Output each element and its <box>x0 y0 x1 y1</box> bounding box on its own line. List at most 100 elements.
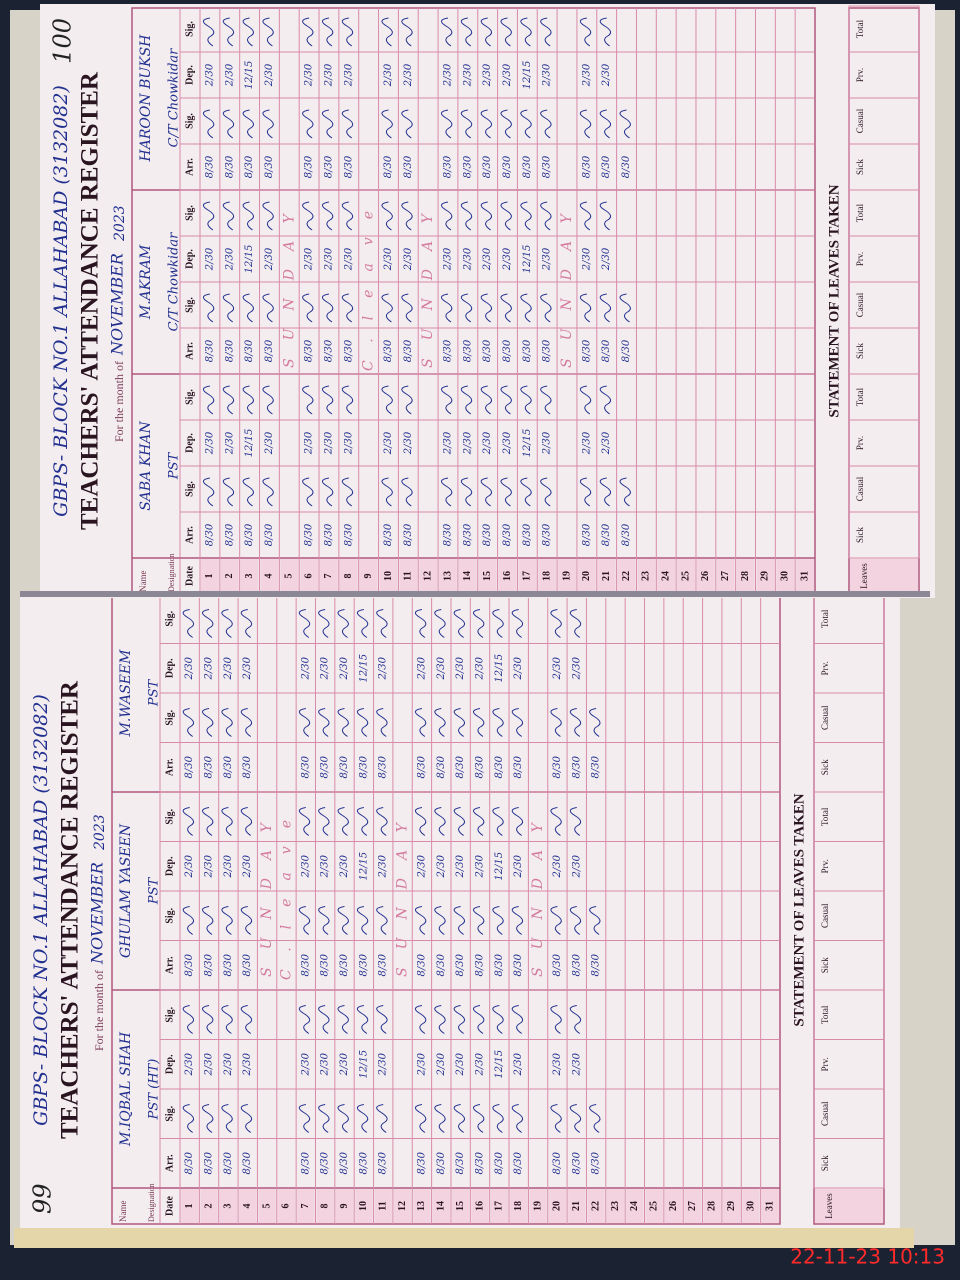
date-cell <box>320 559 338 593</box>
signature <box>511 906 524 935</box>
arrival-time: 8/30 <box>358 1151 369 1174</box>
departure-time: 2/30 <box>204 1052 215 1076</box>
date: 9 <box>339 1204 350 1209</box>
arrival-time: 8/30 <box>591 755 602 778</box>
departure-time: 2/30 <box>224 63 235 87</box>
signature <box>434 1005 446 1034</box>
date-cell <box>240 559 259 593</box>
signature <box>262 293 274 323</box>
signature <box>298 708 311 737</box>
signature <box>302 201 314 231</box>
signature <box>182 1104 195 1133</box>
signature <box>579 109 592 139</box>
arrival-time: 8/30 <box>436 953 447 976</box>
date-cell <box>645 1189 663 1223</box>
date: 30 <box>780 571 791 581</box>
departure-time: 2/30 <box>571 656 582 680</box>
year: 2023 <box>112 205 128 242</box>
date: 3 <box>223 1204 234 1209</box>
departure-time: 2/30 <box>339 656 350 680</box>
arrival-time: 8/30 <box>343 339 354 362</box>
arrival-time: 8/30 <box>242 755 253 778</box>
arrival-time: 8/30 <box>242 1151 253 1174</box>
signature <box>520 109 532 139</box>
arrival-time: 8/30 <box>383 523 394 546</box>
page-edges <box>14 1228 914 1248</box>
date: 22 <box>590 1201 601 1211</box>
signature <box>511 609 524 638</box>
signature <box>453 1104 466 1133</box>
date-cell <box>548 1189 567 1223</box>
teacher-name: M.WASEEM <box>118 649 134 738</box>
departure-time: 2/30 <box>502 431 513 455</box>
date-cell <box>399 559 418 593</box>
arrival-time: 8/30 <box>343 523 354 546</box>
departure-time: 2/30 <box>601 431 612 455</box>
signature <box>262 201 274 231</box>
date: 16 <box>474 1201 485 1211</box>
arrival-time: 8/30 <box>339 1151 350 1174</box>
signature <box>480 293 493 323</box>
departure-time: 2/30 <box>323 431 334 455</box>
signature <box>511 807 524 836</box>
date-cell <box>529 1189 547 1223</box>
arrival-time: 8/30 <box>383 339 394 362</box>
leave-column: Casual <box>820 705 830 730</box>
departure-time: 2/30 <box>482 431 493 455</box>
date: 30 <box>745 1201 756 1211</box>
date-cell <box>606 1189 625 1223</box>
departure-time: 12/15 <box>522 429 533 458</box>
signature <box>500 109 512 139</box>
departure-time: 2/30 <box>320 656 331 680</box>
leave-column: Prv. <box>820 859 830 873</box>
signature <box>202 385 215 415</box>
signature <box>262 17 274 47</box>
row-note: SUNDAY <box>559 196 575 368</box>
column-header: Arr. <box>164 956 175 974</box>
arrival-time: 8/30 <box>502 523 513 546</box>
date: 2 <box>224 574 235 579</box>
departure-time: 2/30 <box>343 63 354 87</box>
arrival-time: 8/30 <box>300 1151 311 1174</box>
signature <box>318 1104 330 1133</box>
departure-time: 2/30 <box>513 656 524 680</box>
date-cell <box>538 559 557 593</box>
row-note: C.leave <box>361 193 377 371</box>
column-header: Dep. <box>164 658 175 678</box>
departure-time: 2/30 <box>323 63 334 87</box>
leaves-label-cell <box>815 1189 883 1223</box>
leave-column: Casual <box>855 108 865 133</box>
signature <box>401 109 413 139</box>
signature <box>262 109 274 139</box>
departure-time: 2/30 <box>502 247 513 271</box>
signature <box>356 708 369 737</box>
teacher-designation: C/T Chowkidar <box>167 48 182 148</box>
departure-time: 2/30 <box>403 247 414 271</box>
date: 1 <box>204 574 215 579</box>
date-cell <box>568 1189 586 1223</box>
departure-time: 2/30 <box>323 247 334 271</box>
arrival-time: 8/30 <box>442 339 453 362</box>
signature <box>240 708 253 737</box>
date-cell <box>181 1189 199 1223</box>
page-number: 100 <box>49 18 77 64</box>
departure-time: 2/30 <box>482 247 493 271</box>
date: 23 <box>641 571 652 581</box>
signature <box>599 109 612 139</box>
leaves-label: Leaves <box>824 1193 834 1219</box>
signature <box>242 293 254 323</box>
date: 28 <box>707 1201 718 1211</box>
departure-time: 2/30 <box>184 1052 195 1076</box>
arrival-time: 8/30 <box>436 755 447 778</box>
signature <box>473 1104 485 1133</box>
column-header: Sig. <box>184 21 195 37</box>
signature <box>401 477 413 507</box>
date-cell <box>587 1189 605 1223</box>
column-header: Sig. <box>184 481 195 497</box>
signature <box>202 17 215 47</box>
departure-time: 12/15 <box>522 245 533 274</box>
arrival-time: 8/30 <box>513 953 524 976</box>
signature <box>453 807 466 836</box>
signature <box>460 17 473 47</box>
date-cell <box>339 559 358 593</box>
